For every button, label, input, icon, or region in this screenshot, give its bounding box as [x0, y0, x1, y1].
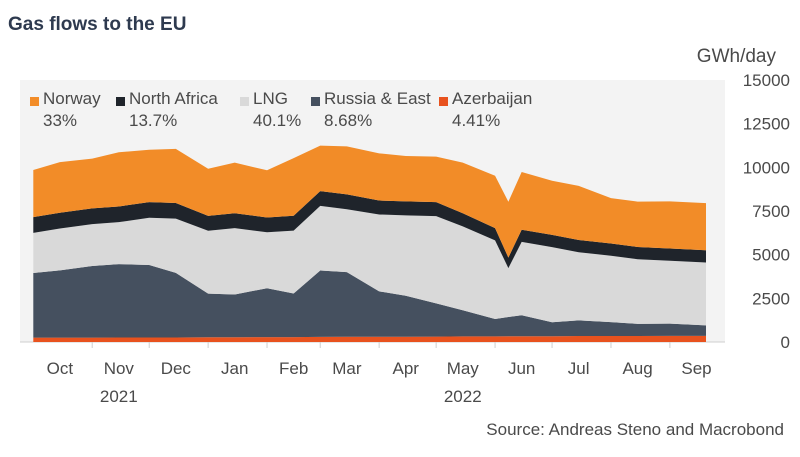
- y-tick-label: 5000: [752, 246, 790, 265]
- y-tick-label: 2500: [752, 289, 790, 308]
- legend-item-azerbaijan: Azerbaijan 4.41%: [439, 88, 549, 132]
- legend-share-north-africa: 13.7%: [129, 111, 178, 130]
- x-tick-label: Sep: [681, 359, 711, 378]
- legend-swatch-russia-east: [311, 96, 320, 106]
- area-russia-east: [33, 264, 706, 338]
- legend-share-norway: 33%: [43, 111, 78, 130]
- legend-item-norway: Norway 33%: [30, 88, 116, 132]
- legend: Norway 33% North Africa 13.7% LNG 40.1% …: [30, 88, 549, 132]
- x-tick-label: Nov: [104, 359, 135, 378]
- y-tick-label: 12500: [743, 115, 790, 134]
- x-tick-label: May: [447, 359, 480, 378]
- x-tick-label: Oct: [47, 359, 74, 378]
- legend-label-north-africa: North Africa: [129, 89, 218, 108]
- x-tick-label: Mar: [332, 359, 362, 378]
- legend-item-north-africa: North Africa 13.7%: [116, 88, 240, 132]
- x-year-label: 2022: [444, 387, 482, 406]
- legend-share-lng: 40.1%: [253, 111, 302, 130]
- legend-share-azerbaijan: 4.41%: [452, 111, 501, 130]
- x-tick-label: Jul: [568, 359, 590, 378]
- legend-label-norway: Norway: [43, 89, 101, 108]
- x-tick-label: Apr: [393, 359, 420, 378]
- legend-swatch-azerbaijan: [439, 96, 448, 106]
- legend-label-russia-east: Russia & East: [324, 89, 431, 108]
- source-note: Source: Andreas Steno and Macrobond: [486, 420, 784, 439]
- x-tick-label: Aug: [622, 359, 652, 378]
- area-norway: [33, 145, 706, 258]
- legend-label-azerbaijan: Azerbaijan: [452, 89, 533, 108]
- x-tick-label: Jan: [221, 359, 248, 378]
- x-tick-label: Jun: [508, 359, 535, 378]
- area-azerbaijan: [33, 335, 706, 342]
- legend-swatch-lng: [240, 96, 249, 106]
- x-year-label: 2021: [100, 387, 138, 406]
- y-tick-label: 0: [781, 333, 790, 352]
- legend-item-russia-east: Russia & East 8.68%: [311, 88, 439, 132]
- legend-item-lng: LNG 40.1%: [240, 88, 311, 132]
- x-tick-label: Dec: [161, 359, 192, 378]
- area-lng: [33, 205, 706, 326]
- x-tick-label: Feb: [279, 359, 308, 378]
- area-north-africa: [33, 191, 706, 269]
- chart-title: Gas flows to the EU: [8, 14, 187, 35]
- legend-label-lng: LNG: [253, 89, 288, 108]
- y-tick-label: 7500: [752, 202, 790, 221]
- y-tick-label: 10000: [743, 158, 790, 177]
- legend-swatch-norway: [30, 96, 39, 106]
- legend-share-russia-east: 8.68%: [324, 111, 373, 130]
- y-tick-label: 15000: [743, 71, 790, 90]
- y-axis-unit: GWh/day: [696, 46, 776, 67]
- legend-swatch-north-africa: [116, 96, 125, 106]
